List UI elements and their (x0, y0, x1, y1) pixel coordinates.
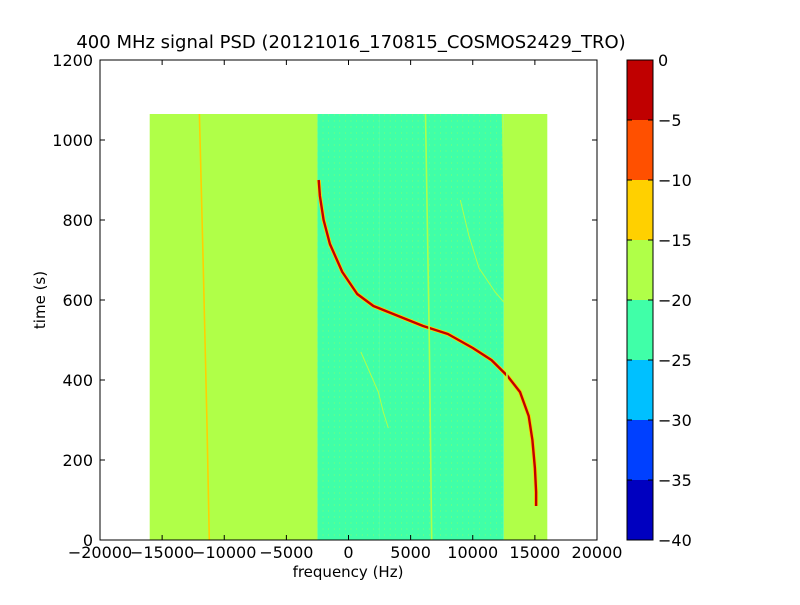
y-axis-label: time (s) (31, 271, 49, 329)
spectrogram-region-3 (503, 114, 548, 540)
x-tick-label: −5000 (259, 543, 313, 562)
colorbar-tick-label: −35 (658, 471, 692, 490)
y-tick-label: 600 (62, 291, 93, 310)
faint-trace-upper (459, 199, 505, 303)
colorbar-level-5 (627, 180, 653, 240)
colorbar-ticks: 0 −5 −10 −15 −20 −25 −30 −35 −40 (627, 51, 692, 550)
y-tick-label: 200 (62, 451, 93, 470)
colorbar-tick-label: −15 (658, 231, 692, 250)
x-axis-label: frequency (Hz) (293, 563, 404, 581)
spectrogram-texture (317, 114, 503, 540)
colorbar-tick-label: −10 (658, 171, 692, 190)
x-tick-label: 5000 (390, 543, 431, 562)
chart-title: 400 MHz signal PSD (20121016_170815_COSM… (76, 32, 625, 53)
colorbar-level-2 (627, 360, 653, 420)
x-tick-label: 0 (343, 543, 353, 562)
y-tick-label: 1200 (52, 51, 93, 70)
x-tick-label: −20000 (68, 543, 132, 562)
colorbar-tick-label: −25 (658, 351, 692, 370)
spectrogram-traces (198, 113, 539, 541)
carrier-line-right (501, 113, 511, 541)
colorbar-tick-label: 0 (658, 51, 668, 70)
x-tick-label: −15000 (130, 543, 194, 562)
colorbar-level-7 (627, 60, 653, 120)
x-tick-label: 15000 (509, 543, 560, 562)
colorbar-level-6 (627, 120, 653, 180)
colorbar-tick-label: −40 (658, 531, 692, 550)
carrier-line-left (198, 113, 211, 541)
y-tick-label: 1000 (52, 131, 93, 150)
y-axis-ticks: 0 200 400 600 800 1000 1200 (52, 51, 597, 550)
x-tick-label: −10000 (192, 543, 256, 562)
spectrogram-region-0 (149, 114, 318, 540)
faint-trace-lower (360, 351, 389, 429)
x-tick-label: 20000 (572, 543, 623, 562)
spectrogram-region-1 (317, 114, 380, 540)
colorbar-tick-label: −20 (658, 291, 692, 310)
colorbar-tick-label: −5 (658, 111, 682, 130)
y-tick-label: 800 (62, 211, 93, 230)
colorbar-tick-label: −30 (658, 411, 692, 430)
carrier-line-mid (424, 113, 433, 541)
y-tick-label: 0 (83, 531, 93, 550)
spectrogram-background (149, 114, 548, 540)
x-axis-ticks: −20000−15000−10000 −5000 0 5000 10000 15000 20… (68, 60, 623, 562)
colorbar-level-0 (627, 480, 653, 540)
y-tick-label: 400 (62, 371, 93, 390)
x-tick-label: 10000 (447, 543, 498, 562)
doppler-trace (317, 179, 538, 506)
colorbar-level-3 (627, 300, 653, 360)
colorbar-level-4 (627, 240, 653, 300)
colorbar-level-1 (627, 420, 653, 480)
spectrogram-region-2 (379, 114, 504, 540)
